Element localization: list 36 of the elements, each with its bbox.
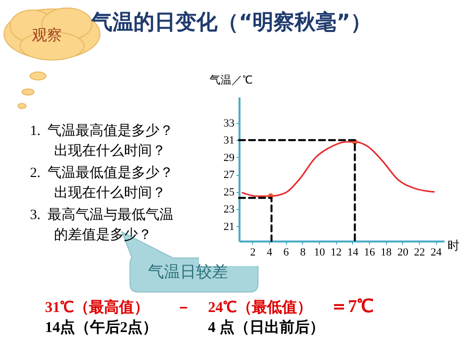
x-tick-label: 8	[300, 246, 306, 258]
x-tick-label: 10	[314, 246, 326, 258]
text: 出现在什么时间？	[54, 184, 166, 203]
x-tick-label: 16	[364, 246, 376, 258]
y-tick-label: 31	[224, 134, 234, 147]
text: 24℃（最低值）	[208, 298, 312, 318]
text: 观察	[32, 26, 62, 46]
y-tick-label: 33	[224, 117, 235, 130]
text: －	[176, 299, 191, 318]
text: ＝7℃	[330, 296, 374, 316]
text: 的差值是多少？	[54, 226, 152, 245]
text: 2. 气温最低值是多少？	[30, 164, 174, 183]
y-axis-title: 气温／℃	[210, 74, 252, 86]
x-tick-label: 4	[266, 246, 273, 258]
text: 1. 气温最高值是多少？	[30, 122, 174, 141]
y-tick-label: 21	[224, 220, 234, 233]
text: 气温日较差	[148, 263, 228, 283]
text: 14点（午后2点）	[45, 318, 158, 338]
x-axis-title: 时	[448, 238, 460, 252]
chart-title: 气温的日变化（“明察秋毫”）	[92, 10, 372, 34]
x-tick-label: 18	[380, 246, 392, 258]
x-tick-label: 2	[250, 246, 256, 258]
x-tick-label: 14	[347, 246, 359, 258]
text: 31℃（最高值）	[45, 298, 149, 318]
text: 3. 最高气温与最低气温	[30, 206, 174, 225]
y-tick-label: 27	[224, 169, 235, 182]
x-tick-label: 22	[414, 246, 425, 258]
y-tick-label: 23	[224, 204, 235, 216]
text: 4 点（日出前后）	[208, 318, 324, 338]
text: 出现在什么时间？	[54, 142, 166, 161]
y-tick-label: 29	[224, 152, 235, 164]
x-tick-label: 6	[283, 246, 290, 258]
x-tick-label: 24	[430, 246, 442, 258]
y-tick-label: 25	[224, 186, 235, 198]
x-tick-label: 20	[397, 246, 409, 258]
x-tick-label: 12	[330, 246, 342, 258]
